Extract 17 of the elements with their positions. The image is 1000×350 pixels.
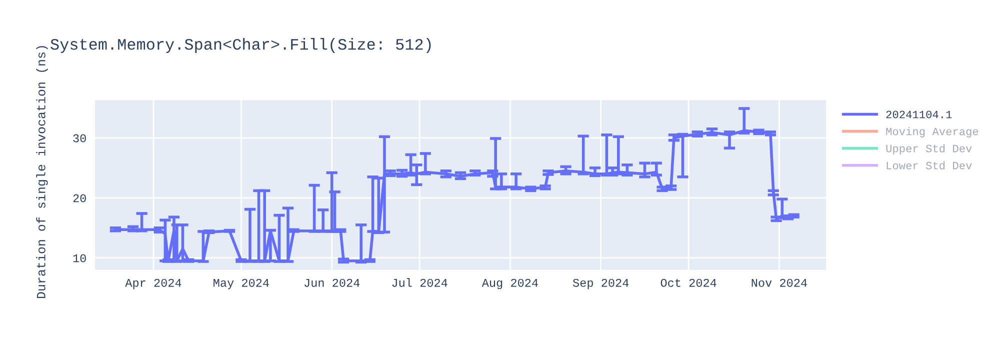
x-tick-label: Sep 2024 <box>572 278 629 290</box>
x-tick-label: May 2024 <box>214 278 269 290</box>
legend-label: 20241104.1 <box>886 110 952 118</box>
y-axis-title: Duration of single invocation (ns) <box>36 46 48 298</box>
y-tick-label: 10 <box>73 254 86 262</box>
x-tick-label: Apr 2024 <box>125 278 182 290</box>
x-tick-label: Aug 2024 <box>482 278 538 290</box>
legend-label: Lower Std Dev <box>886 161 972 170</box>
y-tick-label: 30 <box>73 134 86 142</box>
chart-title: System.Memory.Span<Char>.Fill(Size: 512) <box>50 38 431 53</box>
x-tick-label: Jul 2024 <box>392 278 448 287</box>
x-tick-label: Jun 2024 <box>304 278 360 287</box>
legend-label: Moving Average <box>886 127 978 138</box>
x-tick-label: Oct 2024 <box>660 278 716 287</box>
y-tick-label: 20 <box>73 194 86 202</box>
x-tick-label: Nov 2024 <box>752 278 807 287</box>
legend-label: Upper Std Dev <box>886 144 972 155</box>
